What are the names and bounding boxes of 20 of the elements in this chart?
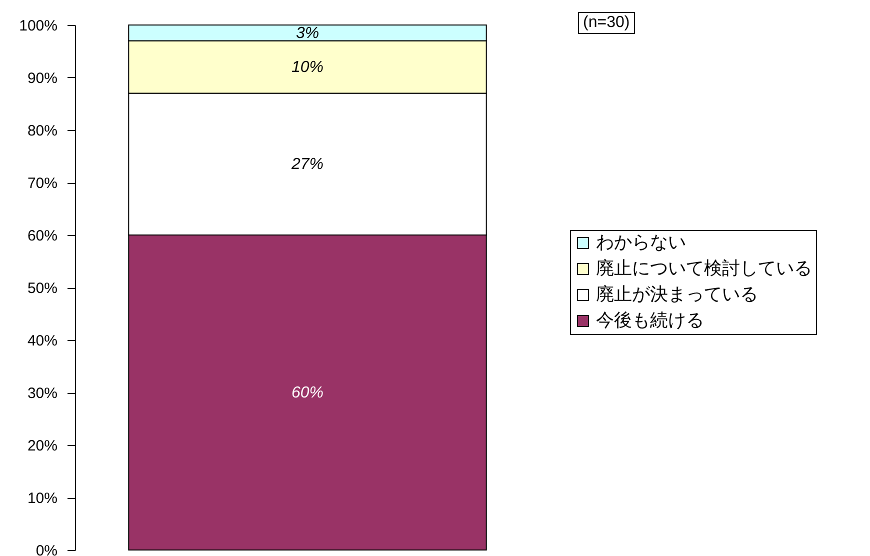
y-tick-label: 100%: [19, 18, 58, 34]
y-tick-label: 50%: [27, 280, 58, 297]
legend-label: 廃止について検討している: [596, 258, 812, 278]
text: (n=30): [578, 12, 635, 34]
y-tick-label: 90%: [27, 70, 58, 87]
y-tick-label: 80%: [27, 122, 58, 140]
y-tick-label: 30%: [27, 385, 58, 402]
y-tick-label: 0%: [36, 542, 58, 556]
y-tick-label: 60%: [27, 228, 58, 244]
y-tick-label: 70%: [27, 175, 58, 192]
legend-label: 廃止が決まっている: [596, 284, 758, 304]
legend-label: 今後も続ける: [596, 310, 704, 330]
data-label: 3%: [296, 24, 320, 42]
y-tick-label: 10%: [27, 490, 58, 507]
legend-label: わからない: [596, 232, 686, 252]
data-label: 60%: [291, 384, 324, 402]
data-label: 27%: [290, 156, 324, 174]
y-tick-label: 20%: [27, 438, 58, 454]
data-label: 10%: [291, 59, 324, 76]
y-tick-label: 40%: [27, 332, 58, 350]
